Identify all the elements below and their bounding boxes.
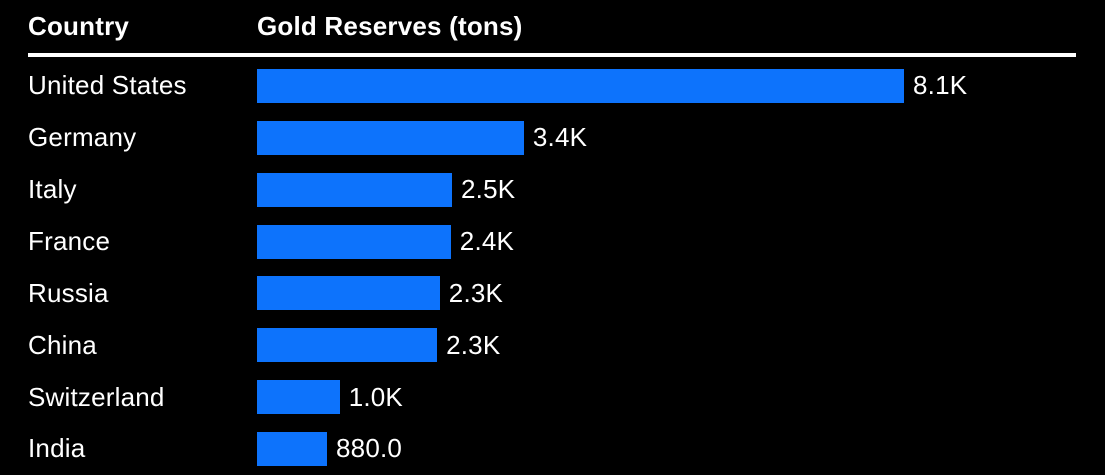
table-row: Russia 2.3K (0, 267, 1105, 319)
column-header-country: Country (28, 11, 130, 41)
country-label: United States (28, 70, 187, 101)
bar (257, 328, 438, 363)
country-label: Russia (28, 277, 109, 308)
header-divider (28, 53, 1076, 57)
bar (257, 68, 904, 103)
bar-area: 3.4K (257, 120, 1105, 155)
bar (257, 172, 452, 207)
bar-area: 2.3K (257, 328, 1105, 363)
country-label: Germany (28, 122, 137, 153)
column-header-gold-reserves: Gold Reserves (tons) (257, 11, 523, 41)
table-row: India 880.0 (0, 423, 1105, 475)
country-label: France (28, 226, 111, 256)
country-label: India (28, 433, 86, 464)
chart-rows: United States 8.1K Germany 3.4K Italy 2.5K Fra… (0, 60, 1105, 475)
table-row: United States 8.1K (0, 60, 1105, 112)
value-label: 8.1K (913, 70, 968, 101)
bar (257, 431, 327, 466)
value-label: 2.3K (446, 329, 501, 360)
bar (257, 380, 340, 415)
bar (257, 276, 440, 311)
country-label: Italy (28, 174, 77, 205)
value-label: 3.4K (532, 122, 588, 153)
bar-area: 8.1K (257, 68, 1105, 103)
bar (257, 120, 524, 155)
country-label: China (28, 329, 97, 360)
bar-area: 1.0K (257, 380, 1105, 415)
table-row: Italy 2.5K (0, 164, 1105, 216)
table-row: China 2.3K (0, 319, 1105, 371)
country-label: Switzerland (28, 381, 165, 412)
table-row: Germany 3.4K (0, 112, 1105, 164)
table-row: France 2.4K (0, 216, 1105, 268)
bar (257, 224, 451, 259)
value-label: 1.0K (348, 381, 403, 412)
value-label: 2.4K (459, 226, 515, 256)
bar-area: 2.3K (257, 276, 1105, 311)
bar-area: 880.0 (257, 431, 1105, 466)
value-label: 2.5K (461, 174, 516, 205)
bar-area: 2.4K (257, 224, 1105, 259)
bar-area: 2.5K (257, 172, 1105, 207)
table-row: Switzerland 1.0K (0, 371, 1105, 423)
value-label: 2.3K (448, 277, 504, 308)
value-label: 880.0 (336, 433, 403, 464)
